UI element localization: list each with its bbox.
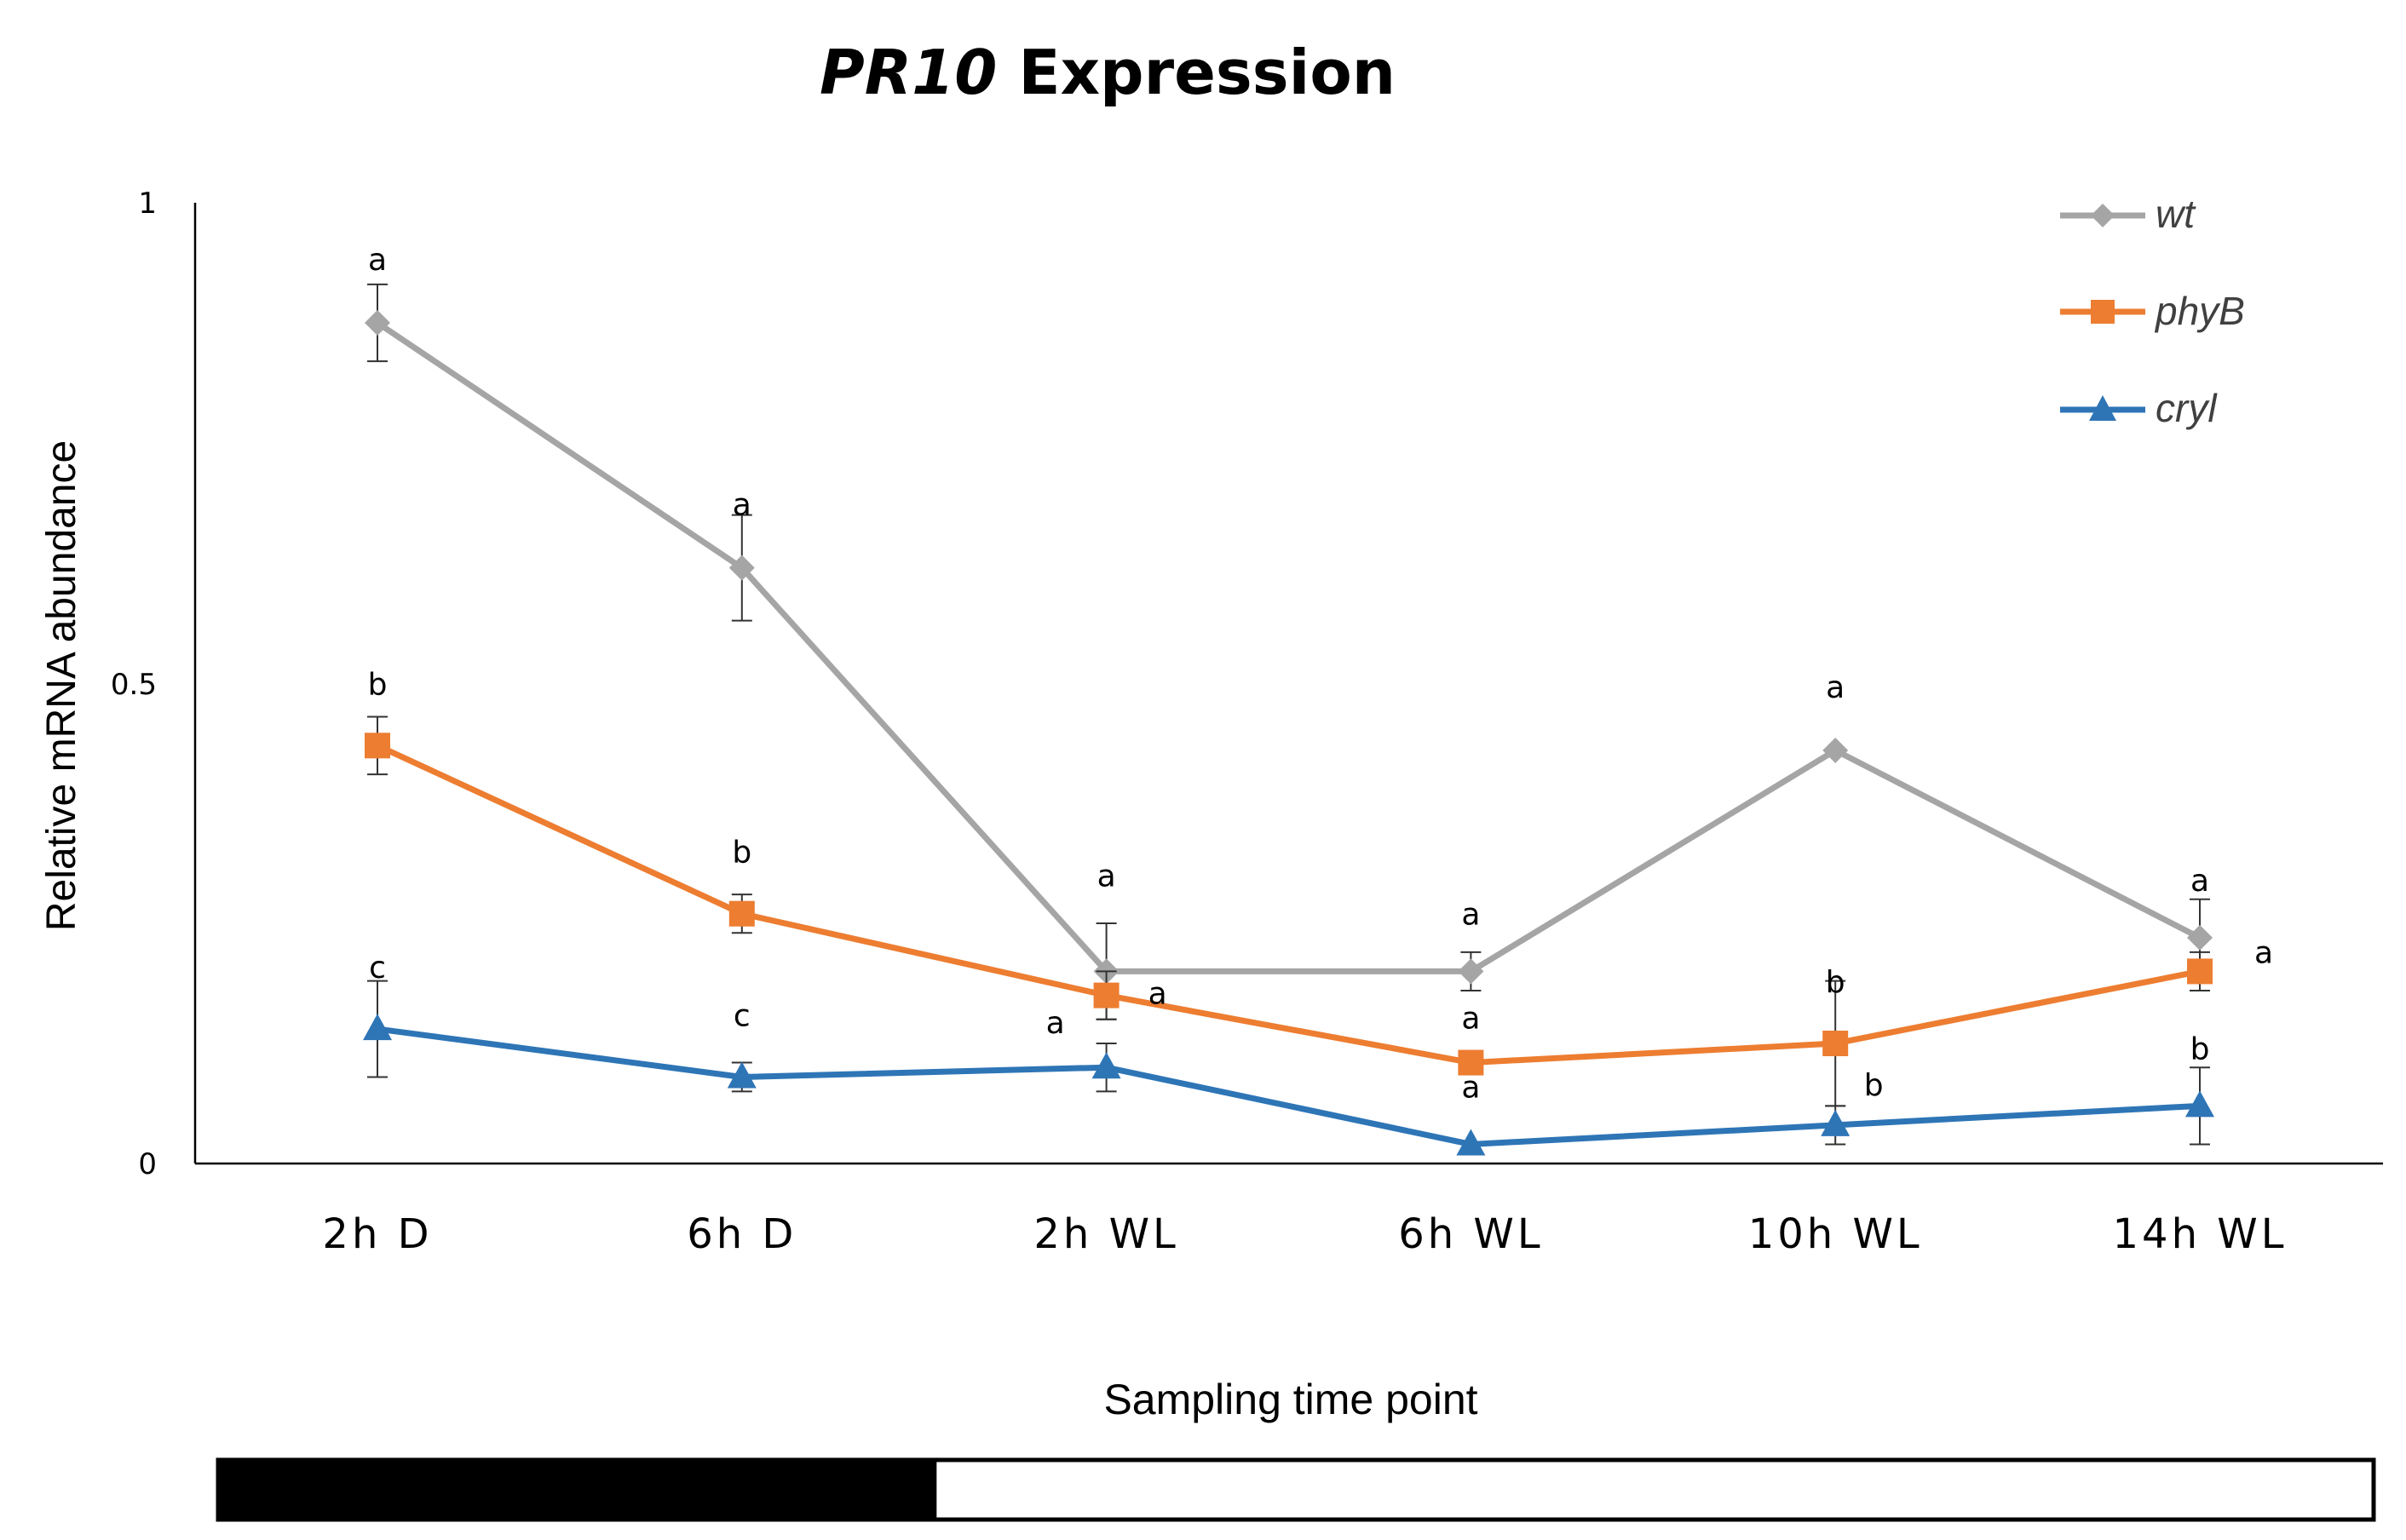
legend-item-cryl: cryl <box>2060 386 2218 430</box>
series-cryl: cc aa bb <box>363 951 2214 1156</box>
chart-title: PR10 Expression <box>820 37 1396 108</box>
x-tick-label: 6h WL <box>1398 1210 1543 1258</box>
x-tick-label: 6h D <box>687 1210 797 1258</box>
series-line <box>377 1026 2201 1147</box>
legend-item-wt: wt <box>2060 192 2196 236</box>
significance-letter: a <box>2190 864 2209 899</box>
dark-period-segment <box>218 1460 937 1520</box>
data-point <box>1821 1109 1851 1136</box>
series-wt: a a a a a a <box>365 243 2213 1020</box>
x-tick-label: 10h WL <box>1748 1210 1923 1258</box>
legend: wt phyB cryl <box>2060 192 2245 430</box>
legend-label-phyb: phyB <box>2154 289 2245 333</box>
significance-letter: b <box>732 836 751 871</box>
data-point <box>1093 982 1120 1008</box>
data-point <box>365 310 390 336</box>
data-point <box>2185 1090 2214 1118</box>
series-line <box>376 743 2201 1066</box>
significance-letter: a <box>1461 897 1480 932</box>
x-axis-label: Sampling time point <box>1103 1376 1477 1423</box>
data-point <box>363 1014 392 1041</box>
data-point <box>727 1061 757 1089</box>
y-tick-label: 0.5 <box>111 668 157 702</box>
significance-letter: a <box>1461 1070 1480 1105</box>
title-rest: Expression <box>997 37 1396 108</box>
data-point <box>365 733 390 759</box>
data-point <box>1456 1129 1486 1156</box>
y-axis-label: Relative mRNA abundance <box>39 440 84 931</box>
significance-letter: b <box>368 667 388 702</box>
significance-letter: a <box>1461 1002 1480 1037</box>
data-point <box>1458 958 1484 985</box>
legend-label-cryl: cryl <box>2156 386 2218 430</box>
legend-marker-wt <box>2091 204 2115 227</box>
significance-letter: a <box>1148 977 1167 1012</box>
y-tick-label: 1 <box>138 187 157 221</box>
x-tick-label: 2h WL <box>1033 1210 1178 1258</box>
significance-letter: a <box>1046 1006 1065 1041</box>
data-point <box>728 900 755 927</box>
light-period-bar <box>216 1457 2376 1522</box>
legend-marker-cryl <box>2089 395 2116 421</box>
significance-letter: c <box>369 951 386 985</box>
data-point <box>1091 1052 1121 1079</box>
data-point <box>1458 1049 1484 1076</box>
data-point <box>2187 924 2213 951</box>
significance-letter: b <box>1864 1068 1884 1103</box>
x-tick-label: 14h WL <box>2113 1210 2288 1258</box>
legend-marker-phyb <box>2091 300 2115 324</box>
x-tick-labels: 2h D 6h D 2h WL 6h WL 10h WL 14h WL <box>322 1210 2288 1258</box>
y-tick-label: 0 <box>138 1147 157 1181</box>
significance-letter: b <box>1826 965 1845 1000</box>
data-point <box>1822 737 1849 763</box>
significance-letter: a <box>1097 859 1116 894</box>
title-gene: PR10 <box>820 37 997 108</box>
series-line <box>376 320 2202 974</box>
significance-letter: a <box>2254 935 2273 970</box>
significance-letter: c <box>734 998 751 1033</box>
legend-item-phyb: phyB <box>2060 289 2245 333</box>
data-point <box>728 555 755 581</box>
significance-letter: b <box>2190 1031 2210 1066</box>
significance-letter: a <box>368 243 387 278</box>
data-point <box>2187 958 2213 985</box>
significance-letter: a <box>733 488 751 523</box>
significance-letter: a <box>1826 670 1845 705</box>
data-point <box>1822 1031 1849 1056</box>
legend-label-wt: wt <box>2156 192 2196 236</box>
x-tick-label: 2h D <box>322 1210 432 1258</box>
